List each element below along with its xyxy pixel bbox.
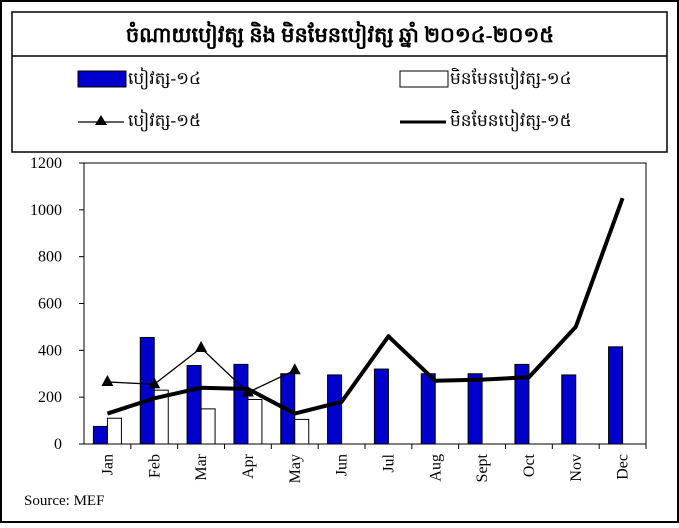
source: Source: MEF [24,493,104,509]
x-tick-label: Dec [615,454,632,480]
line [106,197,625,416]
bar [561,374,577,445]
legend-label: មិនមែនបៀវត្ស-១៥ [450,109,572,132]
legend-label: មិនមែនបៀវត្ស-១៤ [450,67,572,90]
x-tick-label: Mar [193,453,210,480]
x-tick-label: Feb [146,454,163,478]
legend-swatch [399,70,449,88]
bar [608,346,624,445]
legend-label: បៀវត្ស-១៥ [128,109,201,132]
bar [139,336,155,445]
legend-swatch [77,70,127,88]
x-tick-label: Oct [521,453,538,477]
bar [373,368,389,445]
x-tick-label: Nov [568,454,585,482]
marker [288,363,301,375]
bar [294,418,310,445]
bar [92,425,108,445]
x-tick-label: Apr [240,453,257,479]
bar [514,363,530,445]
bar [200,408,216,445]
bar [467,373,483,445]
y-tick-label: 1200 [30,155,62,172]
marker [195,340,208,352]
bar [106,417,122,445]
header-box [11,11,668,153]
marker [148,377,161,389]
x-tick-label: Aug [427,454,444,482]
x-tick-label: Jun [334,454,351,476]
bar [153,389,169,445]
y-tick-label: 200 [38,389,62,406]
bar [420,373,436,445]
marker [101,374,114,386]
bar [233,363,249,445]
legend-marker [95,115,107,125]
y-tick-label: 800 [38,249,62,266]
bar [327,374,343,445]
bar [247,399,263,445]
chart-title: ចំណាយបៀវត្ស និង មិនមែនបៀវត្ស ឆ្នាំ ២០១៤-… [126,21,554,50]
x-tick-label: Jan [99,454,116,475]
y-tick-label: 1000 [30,202,62,219]
y-tick-label: 600 [38,296,62,313]
bar [186,365,202,445]
x-tick-label: May [287,454,304,483]
y-tick-label: 400 [38,342,62,359]
x-tick-label: Sept [474,453,491,482]
x-tick-label: Jul [380,453,397,472]
y-tick-label: 0 [54,436,62,453]
legend-label: បៀវត្ស-១៤ [128,67,201,90]
